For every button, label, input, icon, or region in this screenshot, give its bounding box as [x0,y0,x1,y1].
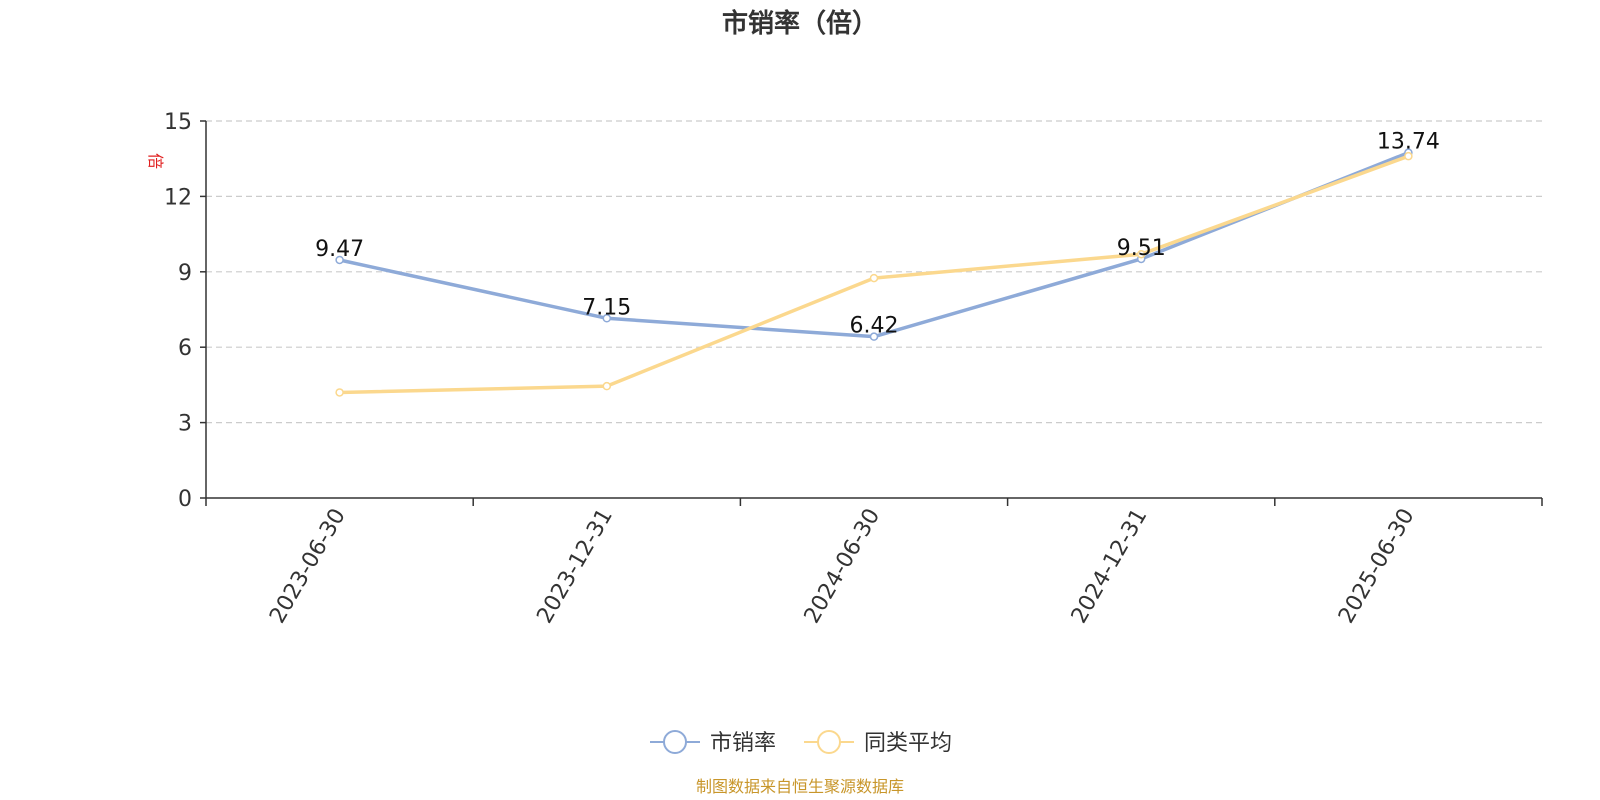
data-label: 9.51 [1117,236,1166,261]
y-tick-label: 15 [164,110,192,135]
data-point [602,314,612,323]
y-axis-unit-label: 倍 [146,153,165,169]
data-point [602,381,612,391]
data-labels: 9.47 7.15 6.42 9.51 13.74 [315,130,1440,339]
data-label: 6.42 [850,314,899,339]
y-tick-label: 12 [164,185,192,210]
y-tick-label: 0 [178,487,192,512]
legend: 市销率 同类平均 [650,730,952,756]
legend-item-label: 同类平均 [864,731,952,756]
chart-title: 市销率（倍） [722,8,878,39]
source-note: 制图数据来自恒生聚源数据库 [696,777,904,796]
data-point [1404,151,1413,161]
data-point [869,332,879,341]
data-label: 9.47 [315,237,364,262]
x-tick-label: 2024-12-31 [1067,505,1153,628]
data-label: 13.74 [1377,130,1440,155]
series-line [337,150,1411,339]
legend-marker-circle [663,730,687,754]
data-label: 7.15 [582,295,631,320]
legend-marker-circle [817,730,841,754]
data-point [1136,249,1146,259]
x-tick-label: 2023-12-31 [532,505,618,628]
legend-item-label: 市销率 [710,731,776,756]
x-tick-label: 2024-06-30 [800,505,886,628]
grid-lines [206,120,1542,424]
axes: 0 3 6 9 12 15 2023-06-30 2023-12-31 2024-06-30 20… [164,110,1543,628]
data-point [335,388,344,397]
y-tick-label: 6 [178,336,192,361]
data-point [869,273,879,283]
x-tick-label: 2025-06-30 [1334,505,1420,628]
series-layer [335,148,1413,397]
y-tick-label: 9 [178,261,192,286]
y-tick-label: 3 [178,412,192,437]
x-tick-label: 2023-06-30 [265,505,351,628]
data-point [335,255,344,265]
